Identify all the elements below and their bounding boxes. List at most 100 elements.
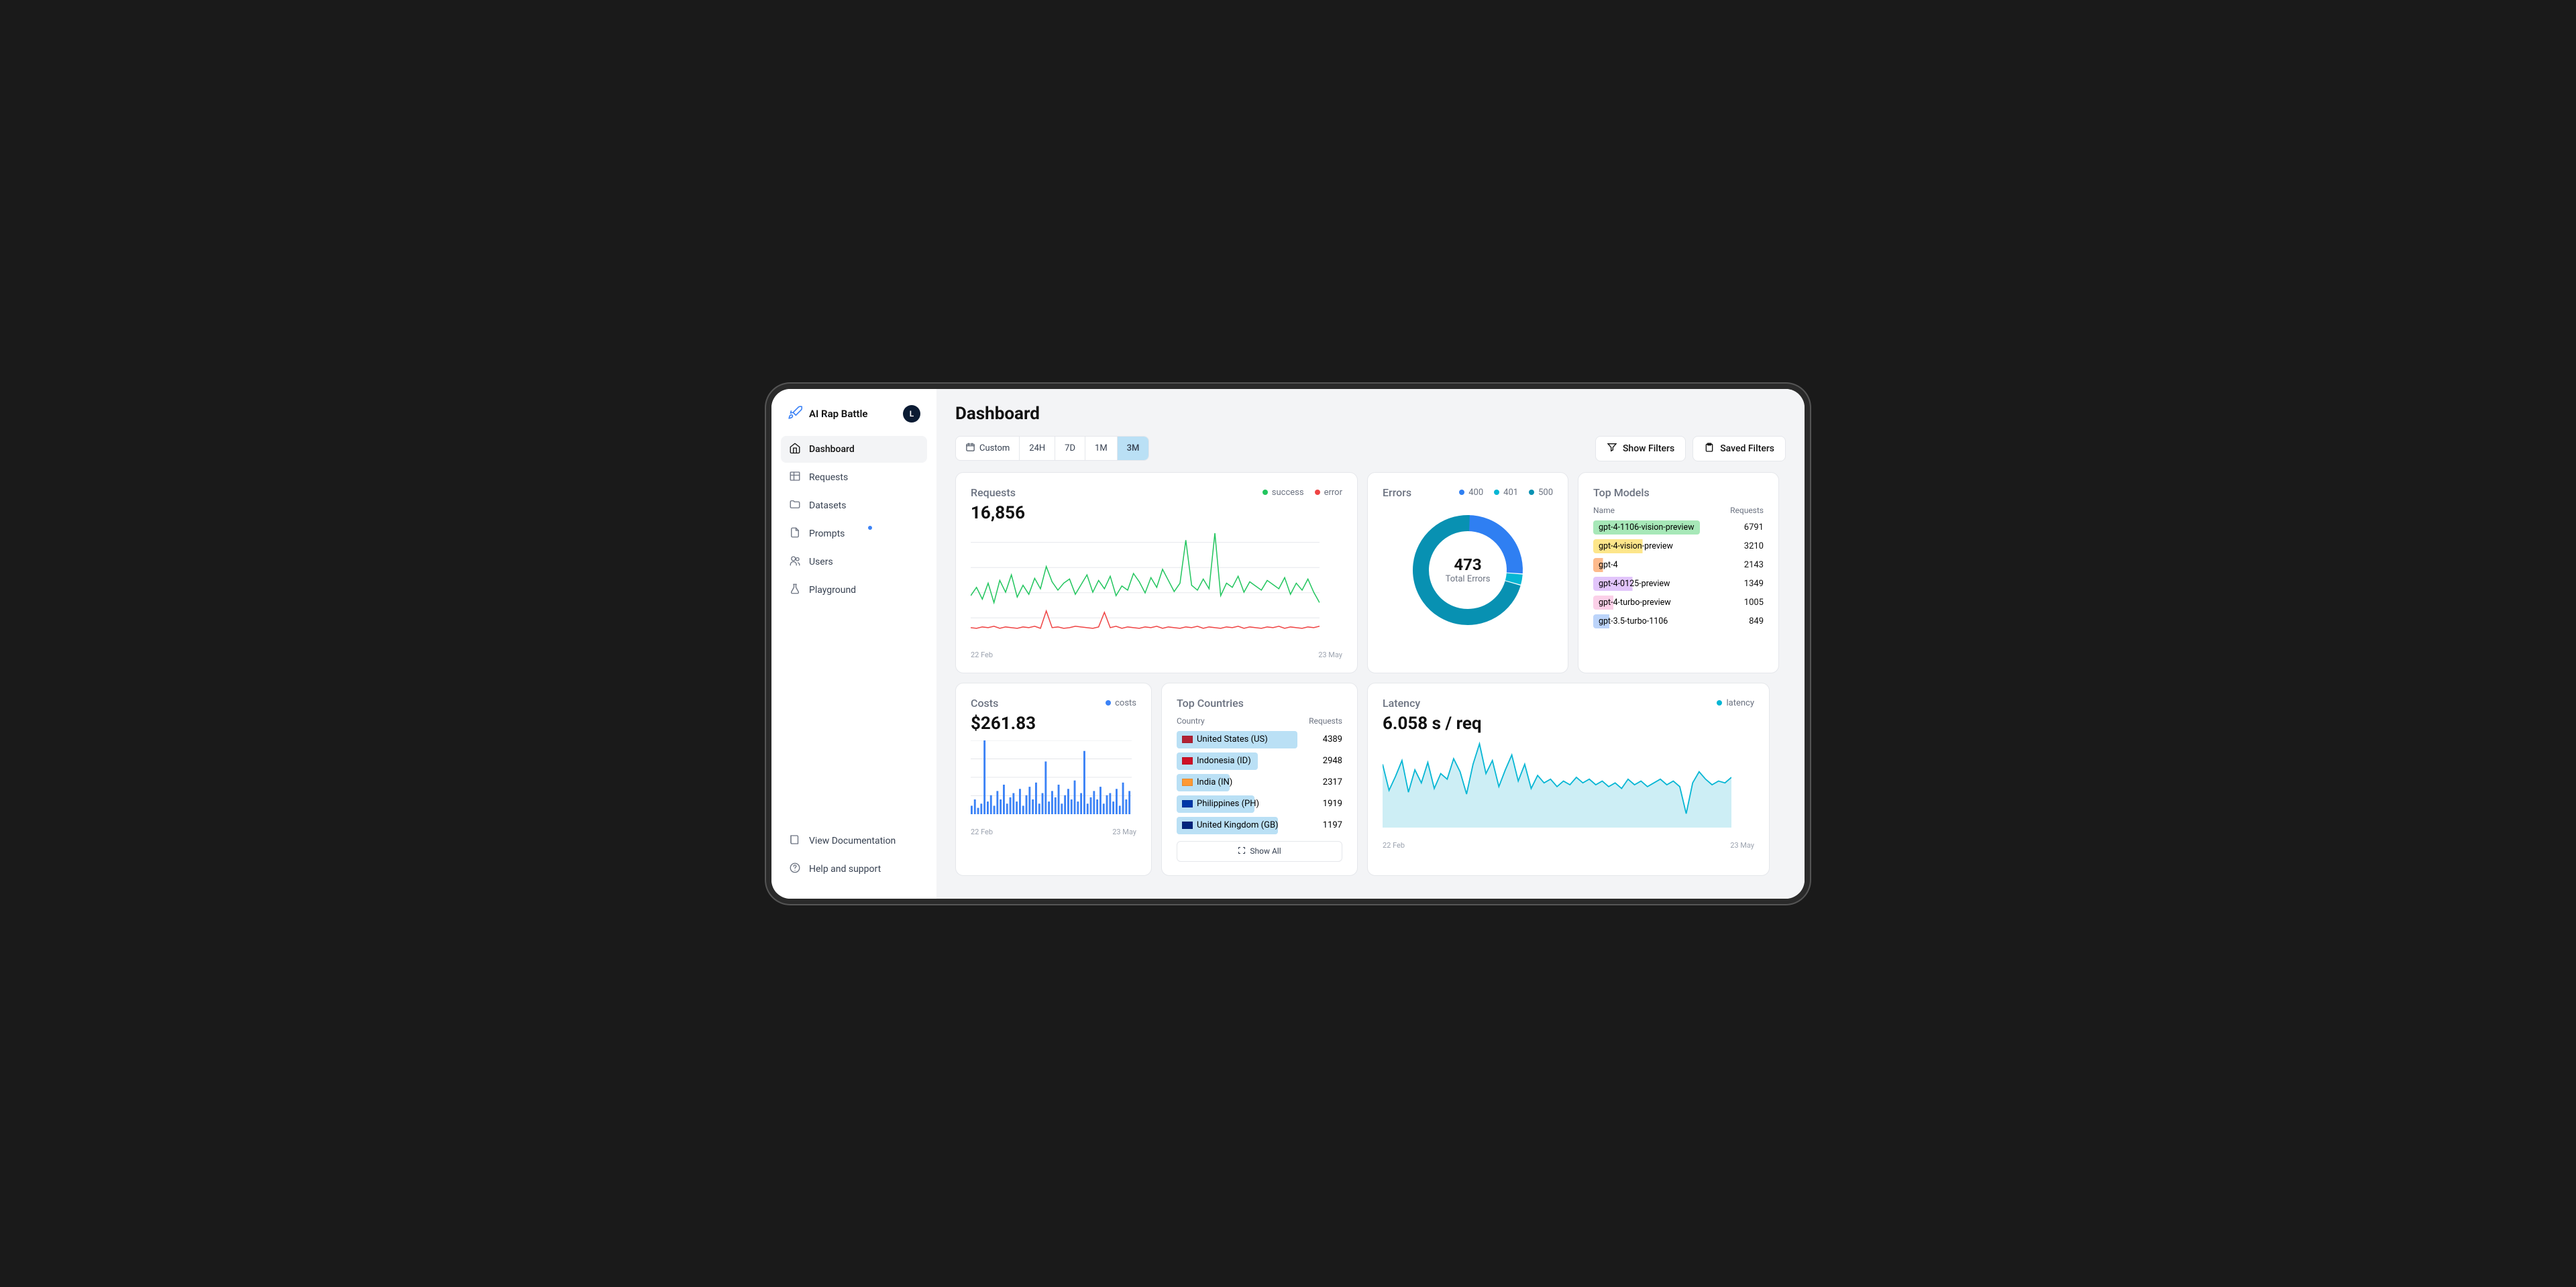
time-Custom[interactable]: Custom bbox=[956, 437, 1020, 460]
model-name: gpt-4 bbox=[1593, 558, 1623, 572]
avatar[interactable]: L bbox=[903, 405, 920, 423]
show-all-label: Show All bbox=[1250, 846, 1281, 856]
latency-title: Latency bbox=[1383, 697, 1420, 710]
nav-prompts[interactable]: Prompts bbox=[781, 520, 927, 547]
footer-help[interactable]: Help and support bbox=[781, 856, 927, 883]
time-1M[interactable]: 1M bbox=[1085, 437, 1118, 460]
country-count: 1919 bbox=[1323, 799, 1342, 809]
footer-book[interactable]: View Documentation bbox=[781, 828, 927, 854]
nav-users[interactable]: Users bbox=[781, 549, 927, 575]
models-list: gpt-4-1106-vision-preview6791 gpt-4-visio… bbox=[1593, 520, 1764, 628]
page-title: Dashboard bbox=[955, 404, 1040, 424]
time-24H[interactable]: 24H bbox=[1020, 437, 1055, 460]
legend-item: success bbox=[1263, 488, 1304, 498]
model-row: gpt-4-1106-vision-preview6791 bbox=[1593, 520, 1764, 535]
flag-icon bbox=[1182, 736, 1193, 743]
requests-total: 16,856 bbox=[971, 503, 1342, 523]
home-icon bbox=[789, 442, 801, 457]
x-start: 22 Feb bbox=[971, 651, 993, 659]
model-name: gpt-4-1106-vision-preview bbox=[1593, 520, 1700, 535]
time-label: 3M bbox=[1127, 443, 1140, 453]
requests-title: Requests bbox=[971, 486, 1016, 499]
legend-item: error bbox=[1315, 488, 1342, 498]
legend-label: 400 bbox=[1468, 488, 1483, 498]
show-filters-label: Show Filters bbox=[1623, 443, 1674, 454]
countries-card: Top Countries CountryRequests United Sta… bbox=[1161, 683, 1358, 876]
users-icon bbox=[789, 555, 801, 569]
folder-icon bbox=[789, 498, 801, 513]
nav-label: Dashboard bbox=[809, 444, 855, 455]
x-end: 23 May bbox=[1112, 828, 1136, 836]
model-row: gpt-4-vision-preview3210 bbox=[1593, 539, 1764, 553]
flag-icon bbox=[1182, 800, 1193, 807]
brand: AI Rap Battle L bbox=[781, 405, 927, 436]
latency-card: Latency latency 6.058 s / req 22 Feb23 M… bbox=[1367, 683, 1770, 876]
legend-label: success bbox=[1272, 488, 1304, 498]
expand-icon bbox=[1238, 846, 1246, 856]
legend-dot bbox=[1315, 490, 1320, 495]
show-all-button[interactable]: Show All bbox=[1177, 841, 1342, 862]
nav-label: Playground bbox=[809, 585, 856, 596]
legend-item: costs bbox=[1106, 698, 1136, 708]
saved-filters-label: Saved Filters bbox=[1720, 443, 1774, 454]
main: Dashboard Custom 24H 7D 1M 3M Show Filters S… bbox=[936, 389, 1805, 899]
help-icon bbox=[789, 862, 801, 877]
legend-dot bbox=[1106, 700, 1111, 706]
time-label: 24H bbox=[1029, 443, 1045, 453]
flag-icon bbox=[1182, 779, 1193, 786]
nav: Dashboard Requests Datasets Prompts Users Pla… bbox=[781, 436, 927, 604]
col-requests: Requests bbox=[1730, 506, 1764, 515]
country-count: 1197 bbox=[1323, 820, 1342, 830]
saved-filters-button[interactable]: Saved Filters bbox=[1693, 436, 1786, 461]
errors-total-label: Total Errors bbox=[1446, 574, 1491, 584]
model-row: gpt-3.5-turbo-1106849 bbox=[1593, 614, 1764, 628]
model-count: 1349 bbox=[1744, 579, 1764, 589]
model-count: 2143 bbox=[1744, 560, 1764, 570]
sidebar-footer: View DocumentationHelp and support bbox=[781, 828, 927, 883]
model-name: gpt-3.5-turbo-1106 bbox=[1593, 614, 1673, 628]
errors-legend: 400 401 500 bbox=[1459, 488, 1553, 498]
nav-label: Prompts bbox=[809, 528, 845, 539]
legend-item: 500 bbox=[1529, 488, 1553, 498]
legend-item: 401 bbox=[1494, 488, 1518, 498]
legend-dot bbox=[1717, 700, 1722, 706]
costs-chart bbox=[971, 740, 1132, 821]
col-country: Country bbox=[1177, 716, 1205, 726]
nav-datasets[interactable]: Datasets bbox=[781, 492, 927, 519]
latency-value: 6.058 s / req bbox=[1383, 714, 1754, 734]
model-row: gpt-4 2143 bbox=[1593, 558, 1764, 572]
country-name: Indonesia (ID) bbox=[1177, 756, 1251, 766]
country-count: 4389 bbox=[1323, 734, 1342, 744]
legend-item: latency bbox=[1717, 698, 1754, 708]
errors-title: Errors bbox=[1383, 486, 1411, 499]
nav-label: Datasets bbox=[809, 500, 846, 511]
country-name: Philippines (PH) bbox=[1177, 799, 1259, 809]
sidebar: AI Rap Battle L Dashboard Requests Dataset… bbox=[771, 389, 936, 899]
requests-card: Requests success error 16,856 22 Feb 23 Ma… bbox=[955, 472, 1358, 673]
file-icon bbox=[789, 526, 801, 541]
latency-chart bbox=[1383, 740, 1731, 834]
show-filters-button[interactable]: Show Filters bbox=[1595, 436, 1686, 461]
flask-icon bbox=[789, 583, 801, 598]
requests-chart bbox=[971, 530, 1320, 644]
model-name: gpt-4-0125-preview bbox=[1593, 577, 1675, 591]
country-row: Indonesia (ID)2948 bbox=[1177, 752, 1342, 770]
legend-label: latency bbox=[1726, 698, 1754, 708]
nav-playground[interactable]: Playground bbox=[781, 577, 927, 604]
notification-dot bbox=[868, 526, 872, 530]
time-label: 1M bbox=[1095, 443, 1108, 453]
flag-icon bbox=[1182, 757, 1193, 765]
time-7D[interactable]: 7D bbox=[1055, 437, 1085, 460]
nav-label: Users bbox=[809, 557, 833, 567]
col-name: Name bbox=[1593, 506, 1615, 515]
legend-label: 401 bbox=[1503, 488, 1518, 498]
x-end: 23 May bbox=[1318, 651, 1342, 659]
legend-label: costs bbox=[1115, 698, 1136, 708]
costs-title: Costs bbox=[971, 697, 998, 710]
time-3M[interactable]: 3M bbox=[1118, 437, 1149, 460]
nav-requests[interactable]: Requests bbox=[781, 464, 927, 491]
legend-item: 400 bbox=[1459, 488, 1483, 498]
country-row: India (IN)2317 bbox=[1177, 774, 1342, 791]
nav-dashboard[interactable]: Dashboard bbox=[781, 436, 927, 463]
time-label: Custom bbox=[979, 443, 1010, 453]
